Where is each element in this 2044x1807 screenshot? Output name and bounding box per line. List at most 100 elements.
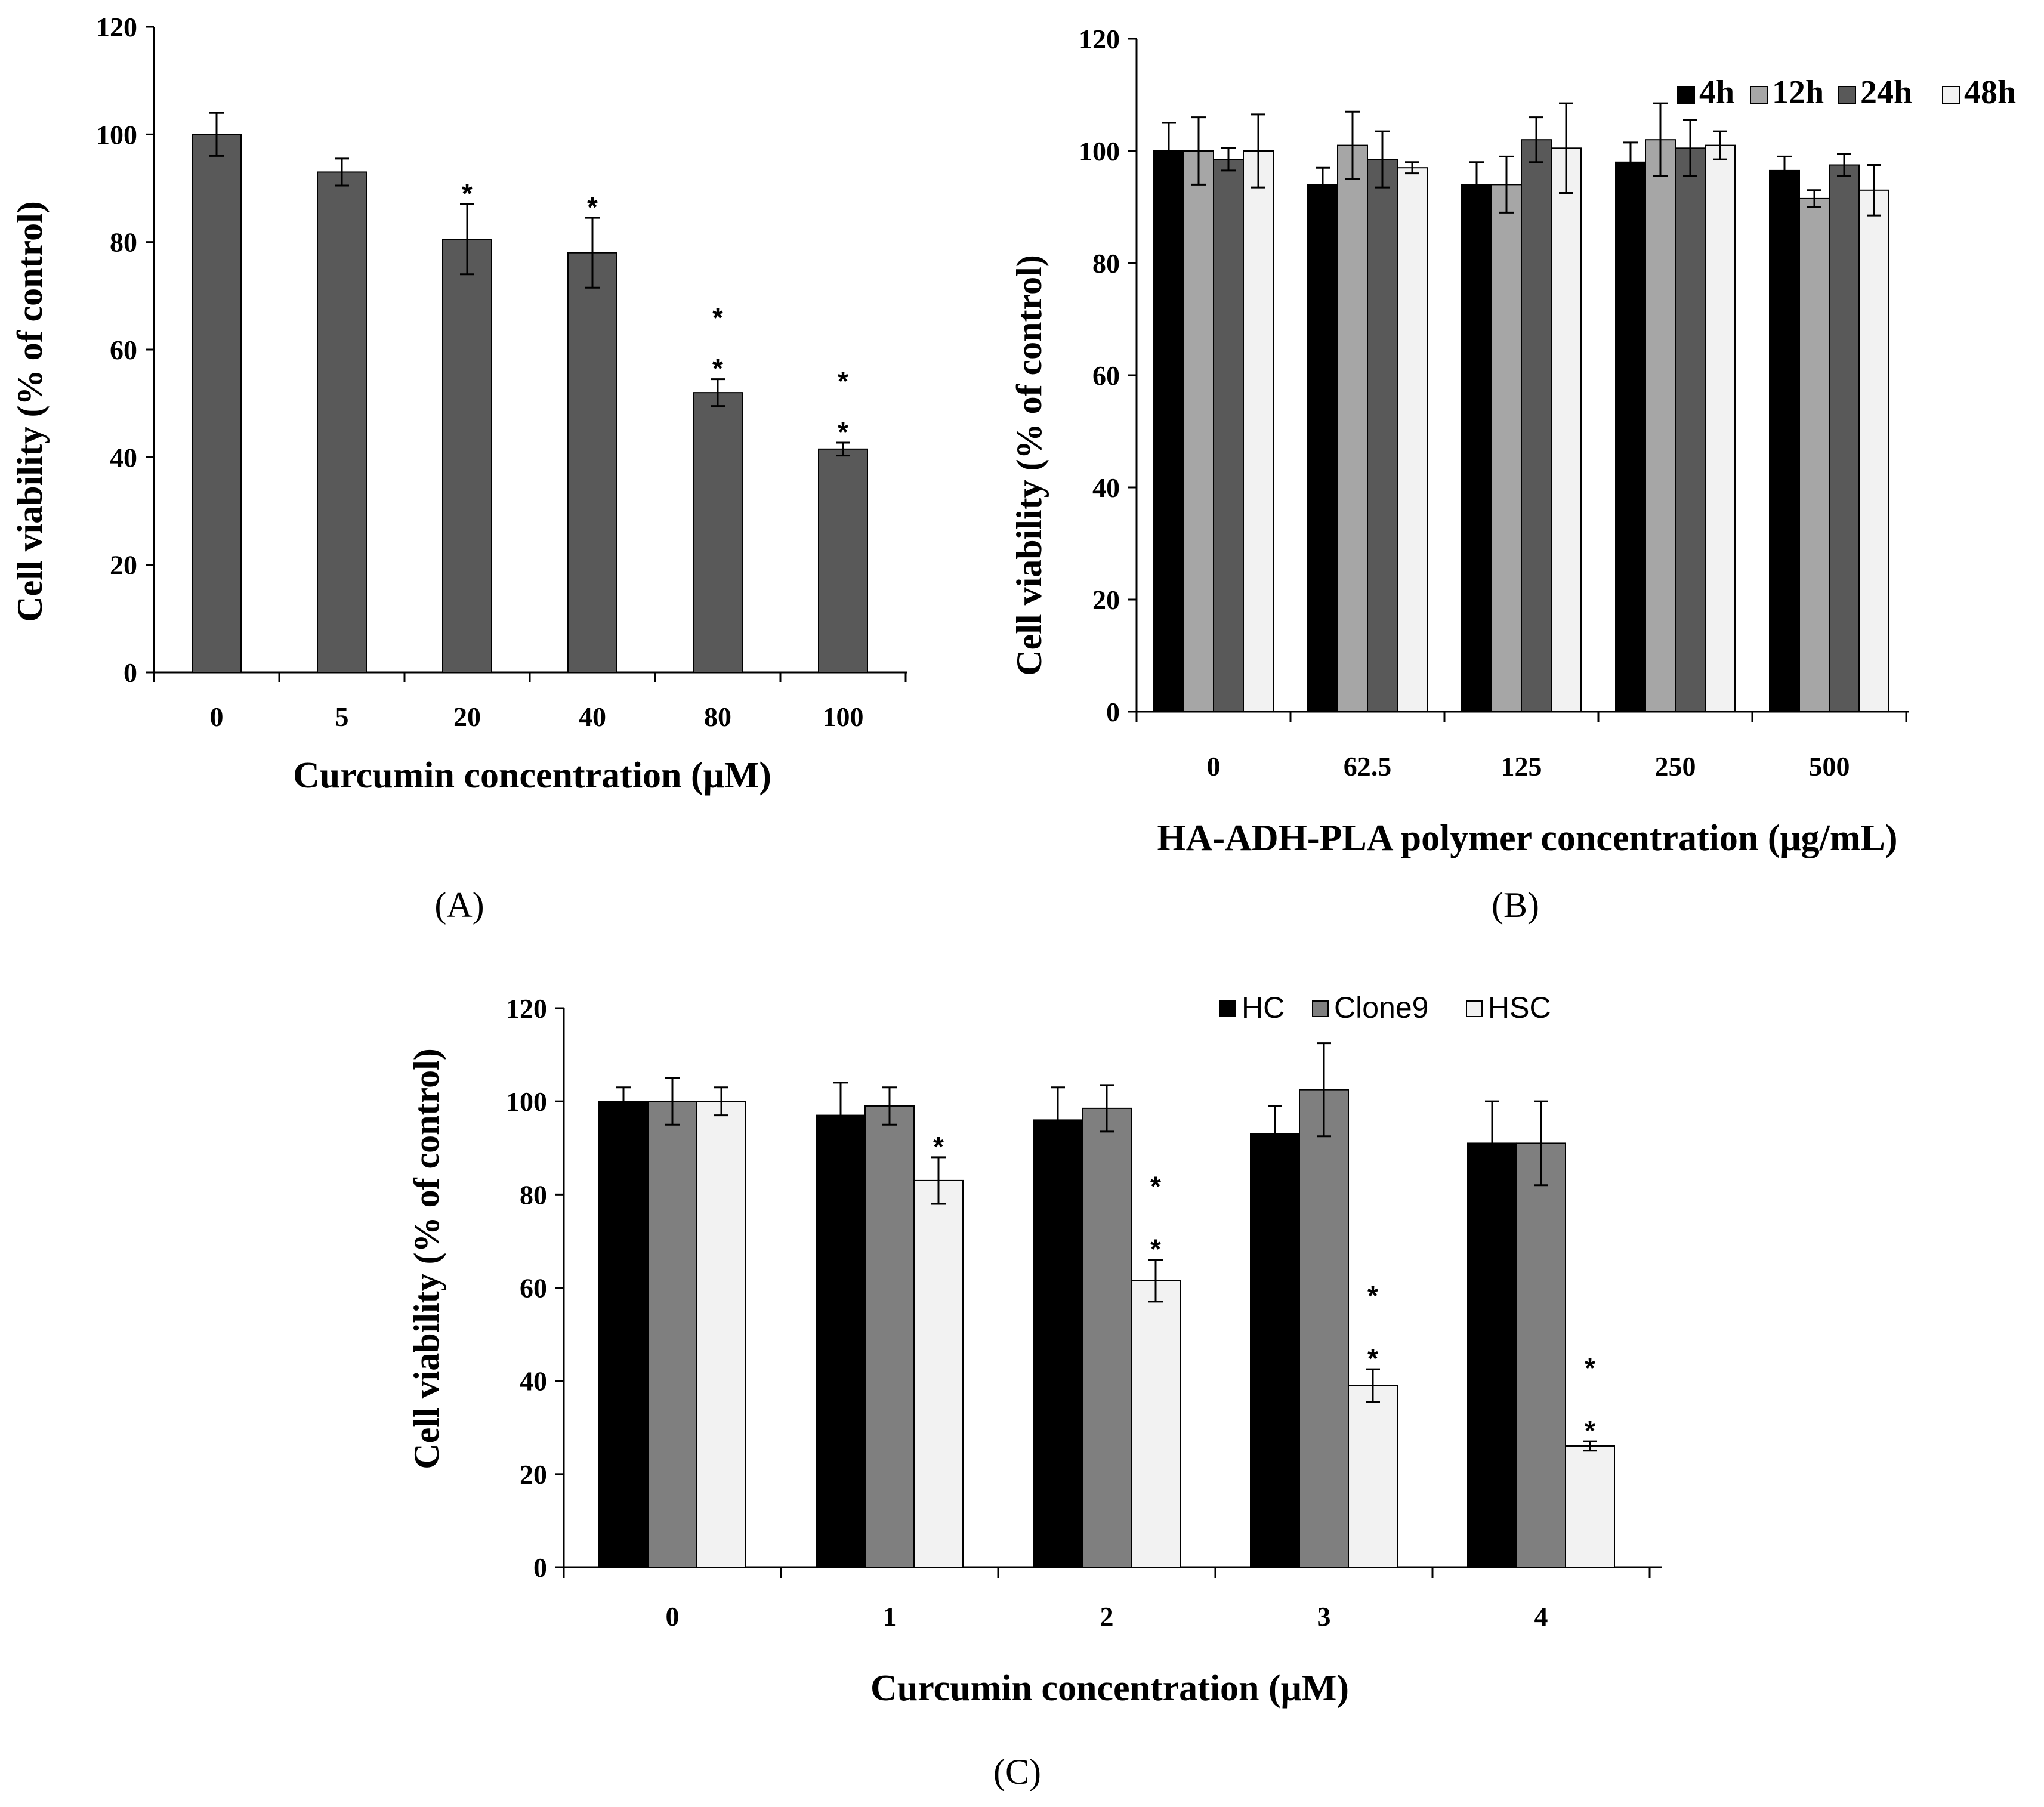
y-tick-label-c: 20 [520,1459,547,1490]
bar-a-curcumin-100 [818,448,868,674]
error-bar-b [1529,116,1543,163]
y-tick-label-c: 0 [533,1552,547,1583]
significance-star-a: * [462,178,473,209]
x-tick-label-b: 0 [1207,751,1221,782]
significance-star-c: * [1150,1171,1161,1202]
y-tick-label-c: 120 [506,993,547,1024]
x-tick-label-b: 500 [1809,751,1850,782]
x-tick-label-b: 62.5 [1344,751,1392,782]
significance-star-c: * [1585,1352,1595,1383]
x-tick-label-b: 125 [1501,751,1542,782]
x-axis-label-c: Curcumin concentration (μM) [870,1668,1349,1709]
bar-c-hc-0 [598,1101,649,1568]
bar-b-4h-500 [1769,169,1800,712]
error-bar-b [1191,116,1206,186]
legend-swatch-b [1838,86,1856,104]
bar-b-24h-0 [1213,159,1244,713]
legend-label-c: HC [1242,991,1285,1024]
bar-c-hc-4 [1467,1142,1517,1568]
plot-area-b: 0 20 40 60 80 100 120 0 62.5 125 250 500 [1079,24,1909,782]
y-tick-label-b: 20 [1092,585,1120,615]
y-tick-label-b: 0 [1106,697,1120,727]
error-bar-a [335,157,349,187]
bar-b-12h-500 [1799,197,1830,712]
x-tick-label-a: 20 [453,702,481,732]
error-bar-c [1366,1368,1380,1403]
y-tick-label-a: 60 [110,335,137,365]
significance-star-a: * [838,366,848,397]
bar-c-clone9-4 [1516,1142,1566,1568]
bar-b-24h-500 [1829,164,1860,712]
chart-panel-b: Cell viability (% of control) HA-ADH-PLA… [1009,24,2016,925]
plot-area-a: 0 20 40 60 80 100 120 0 5 20 * 40 * 80 * * 100 * * [96,12,907,732]
bar-c-clone9-3 [1299,1089,1349,1568]
bar-c-hsc-4 [1565,1445,1615,1568]
error-bar-b [1221,147,1236,172]
x-tick-label-a: 80 [704,702,731,732]
y-tick-label-b: 100 [1079,136,1120,166]
error-bar-c [1534,1100,1548,1187]
error-bar-b [1162,122,1176,180]
legend-label-c: Clone9 [1334,991,1428,1024]
bar-b-4h-62.5 [1307,184,1338,712]
y-tick-label-a: 80 [110,227,137,258]
y-tick-label-b: 60 [1092,360,1120,391]
error-bar-a [209,112,224,157]
x-tick-label-a: 5 [335,702,349,732]
bar-a-curcumin-20 [442,239,492,673]
y-tick-label-c: 80 [520,1179,547,1210]
bar-c-hc-3 [1250,1133,1300,1568]
legend-swatch-c [1312,1000,1329,1017]
legend-swatch-b [1750,86,1768,104]
significance-star-c: * [1585,1415,1595,1446]
error-bar-c [833,1082,848,1149]
bar-a-curcumin-40 [567,252,617,673]
significance-star-a: * [712,353,723,384]
error-bar-b [1251,113,1265,189]
bar-b-48h-0 [1243,150,1274,712]
error-bar-b [1499,155,1514,214]
error-bar-b [1837,153,1851,177]
bar-b-12h-250 [1645,139,1676,712]
error-bar-c [616,1086,631,1117]
error-bar-c [882,1086,897,1126]
legend-swatch-b [1677,86,1695,104]
legend-label-b: 24h [1860,74,1912,111]
y-tick-label-b: 40 [1092,472,1120,503]
panel-label-c: (C) [993,1752,1041,1791]
error-bar-b [1653,102,1668,177]
significance-star-c: * [1367,1280,1378,1311]
panel-label-a: (A) [434,885,484,925]
error-bar-b [1345,110,1360,180]
error-bar-b [1867,164,1881,217]
significance-star-c: * [1367,1343,1378,1374]
bar-c-hsc-3 [1348,1385,1398,1568]
bar-b-48h-500 [1858,189,1889,712]
error-bar-a [460,203,474,276]
panel-label-b: (B) [1492,885,1539,925]
bar-b-24h-62.5 [1367,159,1398,713]
bar-c-hc-1 [816,1114,866,1568]
bar-b-4h-0 [1153,150,1184,712]
x-tick-label-c: 0 [666,1601,680,1632]
chart-panel-a: Cell viability (% of control) Curcumin c… [10,12,907,925]
error-bar-c [1100,1084,1114,1133]
error-bar-b [1559,102,1573,194]
error-bar-c [1148,1259,1163,1303]
significance-star-a: * [838,416,848,447]
legend-c: HC Clone9 HSC [1219,991,1551,1024]
bar-c-clone9-1 [864,1105,915,1568]
legend-label-b: 4h [1699,74,1734,111]
x-tick-label-a: 100 [823,702,864,732]
significance-star-c: * [933,1131,944,1162]
legend-swatch-c [1219,1000,1236,1017]
error-bar-c [1485,1100,1499,1187]
y-tick-label-b: 80 [1092,248,1120,279]
y-axis-label-b: Cell viability (% of control) [1009,255,1049,675]
y-tick-label-c: 60 [520,1273,547,1303]
x-tick-label-c: 3 [1317,1601,1331,1632]
error-bar-b [1777,155,1792,186]
legend-label-b: 48h [1964,74,2016,111]
x-tick-label-b: 250 [1655,751,1696,782]
